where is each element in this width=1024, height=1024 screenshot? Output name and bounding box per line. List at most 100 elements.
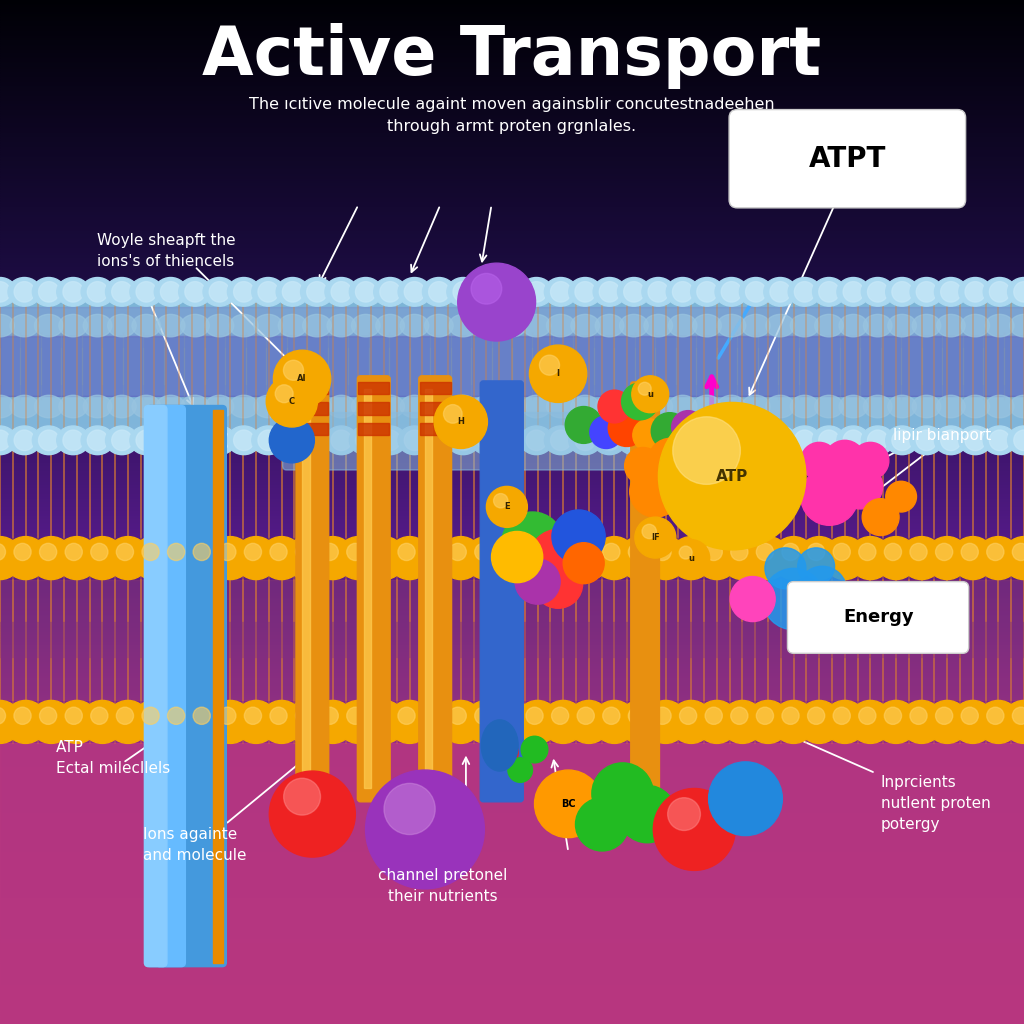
Circle shape: [158, 537, 201, 580]
Bar: [0, 193, 1024, 195]
Ellipse shape: [10, 395, 39, 418]
Text: Woyle sheapft the
ions's of thiencels: Woyle sheapft the ions's of thiencels: [97, 232, 236, 269]
Bar: [0, 340, 1024, 341]
Bar: [0, 331, 1024, 333]
Bar: [0, 763, 1024, 765]
Ellipse shape: [502, 282, 522, 302]
Circle shape: [234, 537, 278, 580]
Bar: [0, 581, 1024, 582]
Bar: [0, 833, 1024, 835]
Bar: [0, 906, 1024, 908]
Bar: [0, 983, 1024, 985]
Bar: [0, 781, 1024, 783]
Ellipse shape: [39, 430, 59, 451]
Circle shape: [475, 708, 492, 724]
Bar: [0, 780, 1024, 781]
Bar: [0, 914, 1024, 916]
Circle shape: [885, 708, 901, 724]
Bar: [0, 913, 1024, 914]
Bar: [0, 660, 1024, 663]
Circle shape: [398, 544, 415, 560]
Bar: [0, 744, 1024, 745]
Bar: [0, 294, 1024, 295]
Bar: [0, 75, 1024, 77]
Bar: [0, 271, 1024, 273]
Ellipse shape: [81, 426, 114, 455]
Circle shape: [450, 544, 466, 560]
Ellipse shape: [1014, 282, 1024, 302]
Circle shape: [798, 537, 841, 580]
Bar: [0, 157, 1024, 159]
Circle shape: [234, 700, 278, 743]
Bar: [0, 514, 1024, 515]
Circle shape: [542, 537, 585, 580]
Circle shape: [311, 537, 354, 580]
Ellipse shape: [14, 282, 35, 302]
Bar: [0, 843, 1024, 845]
Ellipse shape: [325, 278, 357, 306]
Ellipse shape: [303, 395, 332, 418]
Bar: [358, 402, 389, 415]
Ellipse shape: [819, 430, 840, 451]
Bar: [0, 587, 1024, 589]
Bar: [0, 469, 1024, 471]
Bar: [0, 950, 1024, 952]
Bar: [0, 227, 1024, 228]
Bar: [0, 7, 1024, 8]
Bar: [0, 855, 1024, 857]
Bar: [0, 145, 1024, 146]
Bar: [0, 307, 1024, 309]
Bar: [0, 712, 1024, 714]
Ellipse shape: [644, 395, 673, 418]
Ellipse shape: [574, 282, 595, 302]
Bar: [0, 325, 1024, 326]
Bar: [0, 778, 1024, 780]
Bar: [0, 63, 1024, 65]
Ellipse shape: [429, 282, 450, 302]
Bar: [0, 58, 1024, 59]
Bar: [0, 207, 1024, 208]
Circle shape: [567, 700, 610, 743]
Bar: [0, 69, 1024, 70]
Ellipse shape: [667, 278, 699, 306]
Ellipse shape: [254, 314, 283, 337]
Bar: [0, 502, 1024, 504]
Bar: [0, 940, 1024, 942]
Bar: [0, 167, 1024, 169]
Bar: [0, 1019, 1024, 1021]
Bar: [0, 929, 1024, 930]
Bar: [0, 36, 1024, 38]
Ellipse shape: [400, 395, 429, 418]
Bar: [0, 435, 1024, 437]
Bar: [0, 840, 1024, 842]
Ellipse shape: [502, 430, 522, 451]
Bar: [0, 879, 1024, 881]
Bar: [0, 3, 1024, 5]
Text: u: u: [647, 390, 653, 398]
Circle shape: [575, 798, 629, 851]
Bar: [0, 850, 1024, 852]
Ellipse shape: [673, 282, 693, 302]
Bar: [0, 453, 1024, 454]
Bar: [0, 287, 1024, 289]
Circle shape: [540, 355, 559, 375]
Bar: [0, 908, 1024, 909]
Bar: [0, 824, 1024, 826]
Circle shape: [501, 708, 517, 724]
Bar: [0, 72, 1024, 74]
Ellipse shape: [690, 426, 723, 455]
Bar: [0, 179, 1024, 181]
Bar: [0, 510, 1024, 512]
Bar: [0, 791, 1024, 792]
Bar: [358, 423, 389, 435]
Bar: [0, 345, 1024, 346]
Bar: [0, 899, 1024, 901]
Ellipse shape: [593, 426, 626, 455]
Bar: [0, 652, 1024, 653]
Ellipse shape: [83, 395, 112, 418]
Bar: [0, 527, 1024, 529]
Ellipse shape: [327, 395, 355, 418]
Ellipse shape: [184, 282, 205, 302]
Bar: [0, 519, 1024, 520]
Bar: [0, 668, 1024, 669]
